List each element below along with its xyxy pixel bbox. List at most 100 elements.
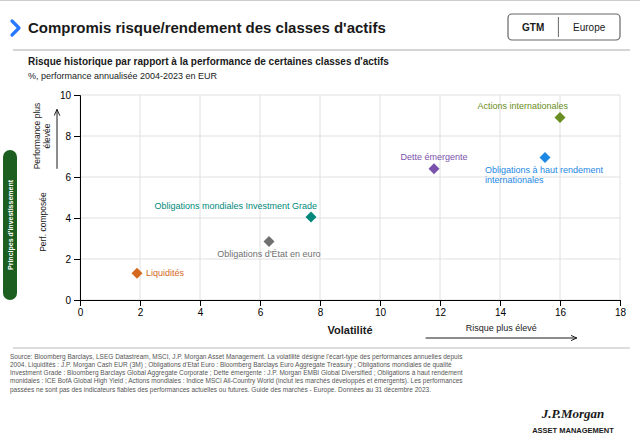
text-line: Volatilité — [327, 324, 372, 336]
tick: 14 — [495, 300, 507, 318]
tick-mark — [74, 300, 80, 301]
text-line: 2004. Liquidités : J.P. Morgan Cash EUR … — [10, 361, 452, 369]
tick-mark — [320, 300, 321, 306]
point-label: Obligations à haut rendementinternationa… — [485, 165, 604, 186]
text-line: Principes d'investissement — [7, 179, 15, 270]
grid-line-x — [560, 95, 561, 300]
tick-mark — [440, 300, 441, 306]
text-line: élevée — [42, 123, 52, 148]
points — [132, 112, 566, 279]
logo-subtitle: ASSET MANAGEMENT — [532, 426, 614, 435]
tick-mark — [74, 95, 80, 96]
text-line: Obligations d'État en euro — [217, 249, 320, 259]
text-line: internationales — [485, 175, 544, 185]
point — [264, 236, 275, 247]
tick: 8 — [318, 300, 324, 318]
tick-mark — [200, 300, 201, 306]
left-badge-label: Principes d'investissement — [7, 179, 15, 270]
tick-label: 18 — [615, 307, 627, 318]
point-label: Obligations d'État en euro — [217, 249, 320, 259]
tick-label: 4 — [198, 307, 204, 318]
tick-mark — [74, 218, 80, 219]
x-axis: 0 2 4 6 8 10 12 14 16 18 — [78, 300, 627, 318]
text-line: Liquidités — [146, 268, 185, 278]
tick: 6 — [258, 300, 264, 318]
text-line: Risque plus élevé — [466, 323, 537, 333]
text-line: Compromis risque/rendement des classes d… — [28, 19, 386, 36]
y-label: Performance plusélevée — [32, 103, 52, 170]
text-line: Investment Grade : Bloomberg Barclays Gl… — [10, 369, 463, 377]
point — [540, 152, 551, 163]
source-separator — [13, 348, 630, 349]
grid-line-y — [80, 259, 620, 260]
tick: 4 — [65, 213, 80, 224]
x-arrow — [426, 338, 577, 339]
point — [306, 211, 317, 222]
y-arrow — [57, 109, 58, 168]
logo: J.P.Morgan — [541, 406, 605, 421]
text-line: monidales : ICE BofA Global High Yield ;… — [10, 377, 463, 385]
grid-line-x — [620, 95, 621, 300]
grid-line-y — [80, 218, 620, 219]
tick: 0 — [78, 300, 84, 318]
tick-label: 4 — [65, 213, 71, 224]
point — [429, 163, 440, 174]
source: Source: Bloomberg Barclays, LSEG Datastr… — [10, 353, 463, 394]
tick: 0 — [65, 295, 80, 306]
point — [555, 112, 566, 123]
top-border — [0, 0, 640, 1]
text-line: Risque historique par rapport à la perfo… — [28, 56, 389, 67]
tick: 12 — [435, 300, 447, 318]
grid — [80, 95, 620, 300]
gtm-divider — [558, 17, 559, 37]
tick-mark — [560, 300, 561, 306]
text-line: Actions internationales — [477, 101, 568, 111]
tick-label: 14 — [495, 307, 507, 318]
chevron — [12, 21, 19, 35]
tick: 10 — [375, 300, 387, 318]
text-line: Performance plus — [32, 103, 42, 170]
gtm-box — [508, 14, 620, 40]
text-line: Source: Bloomberg Barclays, LSEG Datastr… — [10, 353, 463, 361]
tick-mark — [260, 300, 261, 306]
point-label: Dette émergente — [400, 152, 467, 162]
tick-label: 8 — [65, 131, 71, 142]
axis-domain — [81, 301, 621, 307]
tick-label: 2 — [65, 254, 71, 265]
tick-mark — [500, 300, 501, 306]
tick-label: 10 — [375, 307, 387, 318]
tick-label: 16 — [555, 307, 567, 318]
tick-mark — [380, 300, 381, 306]
grid-line-x — [140, 95, 141, 300]
text-line: GTM — [522, 22, 544, 33]
tick-mark — [74, 259, 80, 260]
gtm-label: GTM — [522, 22, 544, 33]
text-line: Obligations mondiales Investment Grade — [154, 201, 317, 211]
text-line: %, performance annualisée 2004-2023 en E… — [28, 71, 218, 81]
grid-line-x — [440, 95, 441, 300]
risk-label: Risque plus élevé — [466, 323, 537, 333]
tick: 6 — [65, 172, 80, 183]
text-line: J.P.Morgan — [541, 406, 605, 421]
point-label: Actions internationales — [477, 101, 568, 111]
y-label: Perf. composée — [38, 192, 48, 252]
tick-mark — [140, 300, 141, 306]
tick: 2 — [65, 254, 80, 265]
tick-label: 12 — [435, 307, 447, 318]
text-line: ASSET MANAGEMENT — [532, 426, 614, 435]
grid-line-x — [500, 95, 501, 300]
chart: Compromis risque/rendement des classes d… — [0, 0, 640, 446]
point-labels: Liquidités Obligations d'État en euro Obli… — [146, 101, 604, 279]
left-badge — [3, 150, 17, 300]
tick-label: 2 — [138, 307, 144, 318]
title-separator — [13, 50, 630, 51]
grid-line-y — [80, 95, 620, 96]
grid-line-x — [380, 95, 381, 300]
tick-label: 6 — [258, 307, 264, 318]
subtitle: Risque historique par rapport à la perfo… — [28, 56, 389, 67]
y-axis: 0246810 — [60, 90, 81, 306]
tick: 4 — [198, 300, 204, 318]
text-line: Europe — [573, 22, 606, 33]
text-line: Obligations à haut rendement — [485, 165, 604, 175]
tick: 8 — [65, 131, 80, 142]
